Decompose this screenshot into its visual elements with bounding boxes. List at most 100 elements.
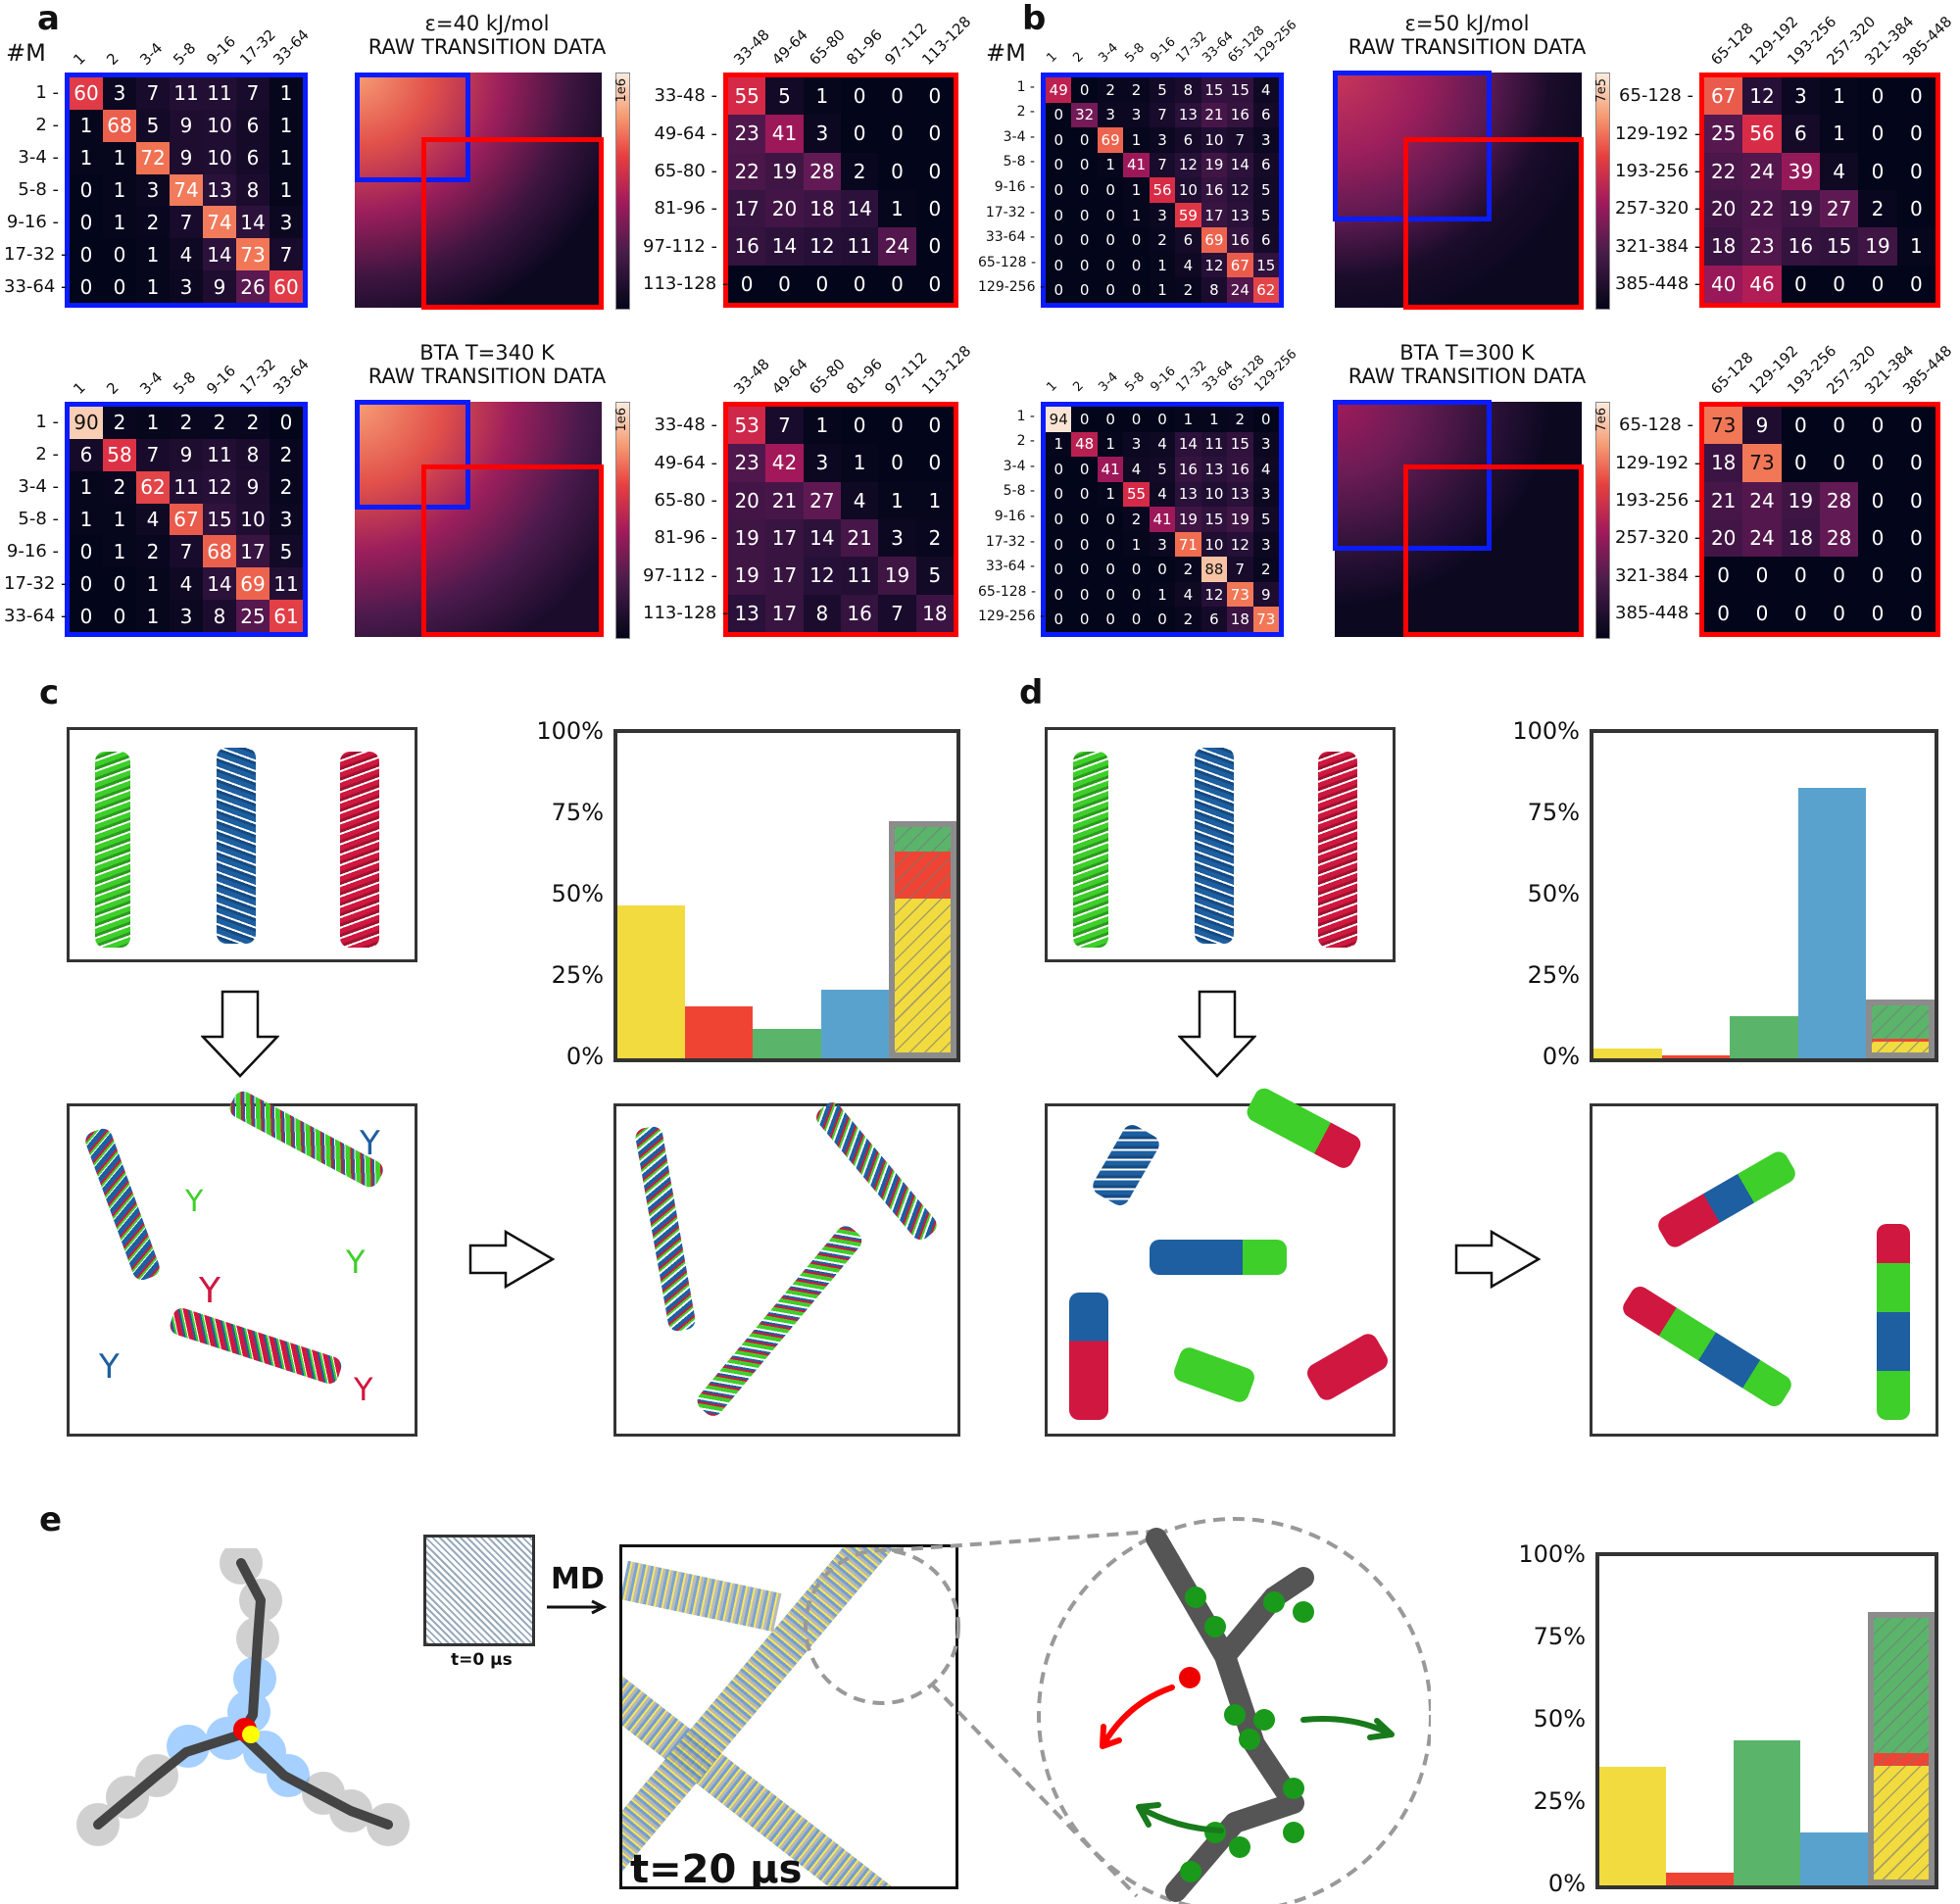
heatmap-cell: 22 [1742, 189, 1782, 228]
raw-transition-matrix-a-bottom [355, 402, 602, 637]
heatmap-cell: 0 [1819, 444, 1859, 482]
bar-plot-area [613, 729, 960, 1062]
heatmap-cell: 3 [878, 518, 916, 558]
green-fiber [95, 752, 130, 948]
heatmap-cell: 0 [1071, 152, 1098, 178]
heatmap-cell: 21 [1704, 481, 1743, 519]
heatmap-cell: 16 [840, 594, 879, 632]
heatmap-cell: 8 [1200, 277, 1228, 303]
y-tick-label: 25% [1533, 1787, 1586, 1815]
heatmap-cell: 0 [1046, 557, 1072, 582]
heatmap-cell: 3 [1123, 102, 1150, 128]
heatmap-cell: 21 [765, 481, 804, 519]
heatmap-cell: 19 [878, 557, 916, 595]
heatmap-grid: 73 9 0 0 0 0 18 73 0 0 0 0 21 24 19 28 0 0 20 24 18 28 0 0 0 0 0 0 0… [1699, 402, 1940, 637]
colorbar-max-label: 7e5 [1594, 78, 1609, 103]
heatmap-cell: 16 [1227, 227, 1253, 253]
heatmap-cell: 71 [1175, 531, 1201, 558]
y-tick-label: 25% [1527, 961, 1580, 989]
y-tick-label: 65-128 - [978, 254, 1037, 270]
heatmap-cell: 0 [1046, 507, 1072, 532]
heatmap-cell: 12 [203, 470, 236, 504]
heatmap-cell: 0 [1252, 407, 1279, 432]
heatmap-cell: 15 [203, 503, 236, 536]
bar-green [1733, 1740, 1801, 1885]
heatmap-cell: 1 [1123, 177, 1150, 203]
heatmap-cell: 20 [1704, 189, 1743, 228]
raw-title-line1: ε=40 kJ/mol [424, 12, 550, 35]
heatmap-cell: 0 [1896, 189, 1936, 228]
heatmap-cell: 13 [1175, 481, 1201, 508]
colorbar-a-top [615, 73, 630, 310]
heatmap-cell: 16 [1175, 457, 1201, 482]
heatmap-cell: 1 [1097, 152, 1124, 178]
x-tick-label: 2 [103, 378, 122, 398]
heatmap-cell: 0 [878, 265, 916, 303]
x-tick-label: 2 [103, 49, 122, 69]
y-tick-label: 81-96 - [654, 527, 717, 549]
heatmap-cell: 7 [170, 206, 203, 239]
stacked-segment-green [1872, 1005, 1929, 1039]
bar-yellow [617, 904, 686, 1058]
heatmap-cell: 0 [1858, 444, 1897, 482]
heatmap-cell: 8 [236, 438, 270, 471]
heatmap-cell: 18 [915, 594, 954, 632]
heatmap-cell: 0 [103, 270, 136, 303]
heatmap-cell: 8 [236, 173, 270, 207]
heatmap-cell: 5 [1149, 457, 1176, 482]
heatmap-cell: 12 [1227, 531, 1253, 558]
heatmap-cell: 0 [915, 115, 954, 153]
heatmap-cell: 28 [803, 152, 841, 190]
md-label: MD [551, 1562, 605, 1596]
x-tick-label: 9-16 [1148, 364, 1179, 395]
heatmap-cell: 0 [840, 115, 879, 153]
heatmap-cell: 0 [103, 238, 136, 271]
heatmap-cell: 3 [1149, 202, 1176, 228]
x-tick-label: 33-64 [270, 25, 313, 70]
heatmap-cell: 18 [1704, 227, 1743, 266]
heatmap-cell: 0 [1046, 581, 1072, 608]
heatmap-cell: 0 [270, 407, 303, 439]
y-tick-label: 5-8 - [1003, 154, 1035, 171]
stacked-segment-yellow [1872, 1041, 1929, 1052]
heatmap-cell: 0 [1046, 127, 1072, 153]
red-highlight-box [1403, 464, 1584, 637]
blue-green-fiber [1150, 1240, 1287, 1275]
colorbar-max-label: 7e6 [1594, 408, 1609, 432]
heatmap-cell: 61 [270, 600, 303, 632]
heatmap-cell: 15 [1252, 252, 1279, 278]
bar-yellow [1599, 1767, 1667, 1885]
heatmap-cell: 18 [1227, 607, 1253, 632]
mixed-fiber [633, 1125, 698, 1333]
heatmap-cell: 24 [878, 227, 916, 266]
heatmap-cell: 15 [1227, 77, 1253, 103]
fiber-network-strand [622, 1560, 782, 1633]
heatmap-cell: 0 [1819, 265, 1859, 303]
x-tick-label: 9-16 [203, 362, 240, 398]
x-tick-label: 1 [1044, 49, 1061, 66]
heatmap-cell: 0 [1149, 407, 1176, 432]
x-tick-label: 5-8 [170, 367, 200, 398]
x-tick-label: 3-4 [136, 367, 167, 398]
heatmap-cell: 39 [1781, 152, 1820, 190]
x-tick-label: 5-8 [1121, 369, 1148, 395]
bar-red [1661, 1054, 1731, 1058]
heatmap-cell: 11 [1200, 431, 1228, 458]
heatmap-cell: 1 [1149, 581, 1176, 608]
heatmap-cell: 73 [236, 238, 270, 271]
blue-fiber [1195, 748, 1234, 944]
colorbar-min-label: 0 [1597, 290, 1605, 304]
heatmap-cell: 2 [103, 407, 136, 439]
bar-red [1666, 1872, 1734, 1885]
x-tick-label: 65-80 [806, 355, 849, 398]
heatmap-cell: 1 [1123, 127, 1150, 153]
y-tick-label: 100% [1512, 717, 1580, 745]
y-tick-label: 0% [1542, 1043, 1580, 1070]
heatmap-cell: 0 [1046, 177, 1072, 203]
heatmap-cell: 20 [728, 481, 766, 519]
heatmap-cell: 5 [1252, 507, 1279, 532]
heatmap-cell: 21 [1200, 102, 1228, 128]
heatmap-cell: 1 [103, 173, 136, 207]
heatmap-cell: 11 [203, 77, 236, 110]
heatmap-cell: 0 [1071, 581, 1098, 608]
